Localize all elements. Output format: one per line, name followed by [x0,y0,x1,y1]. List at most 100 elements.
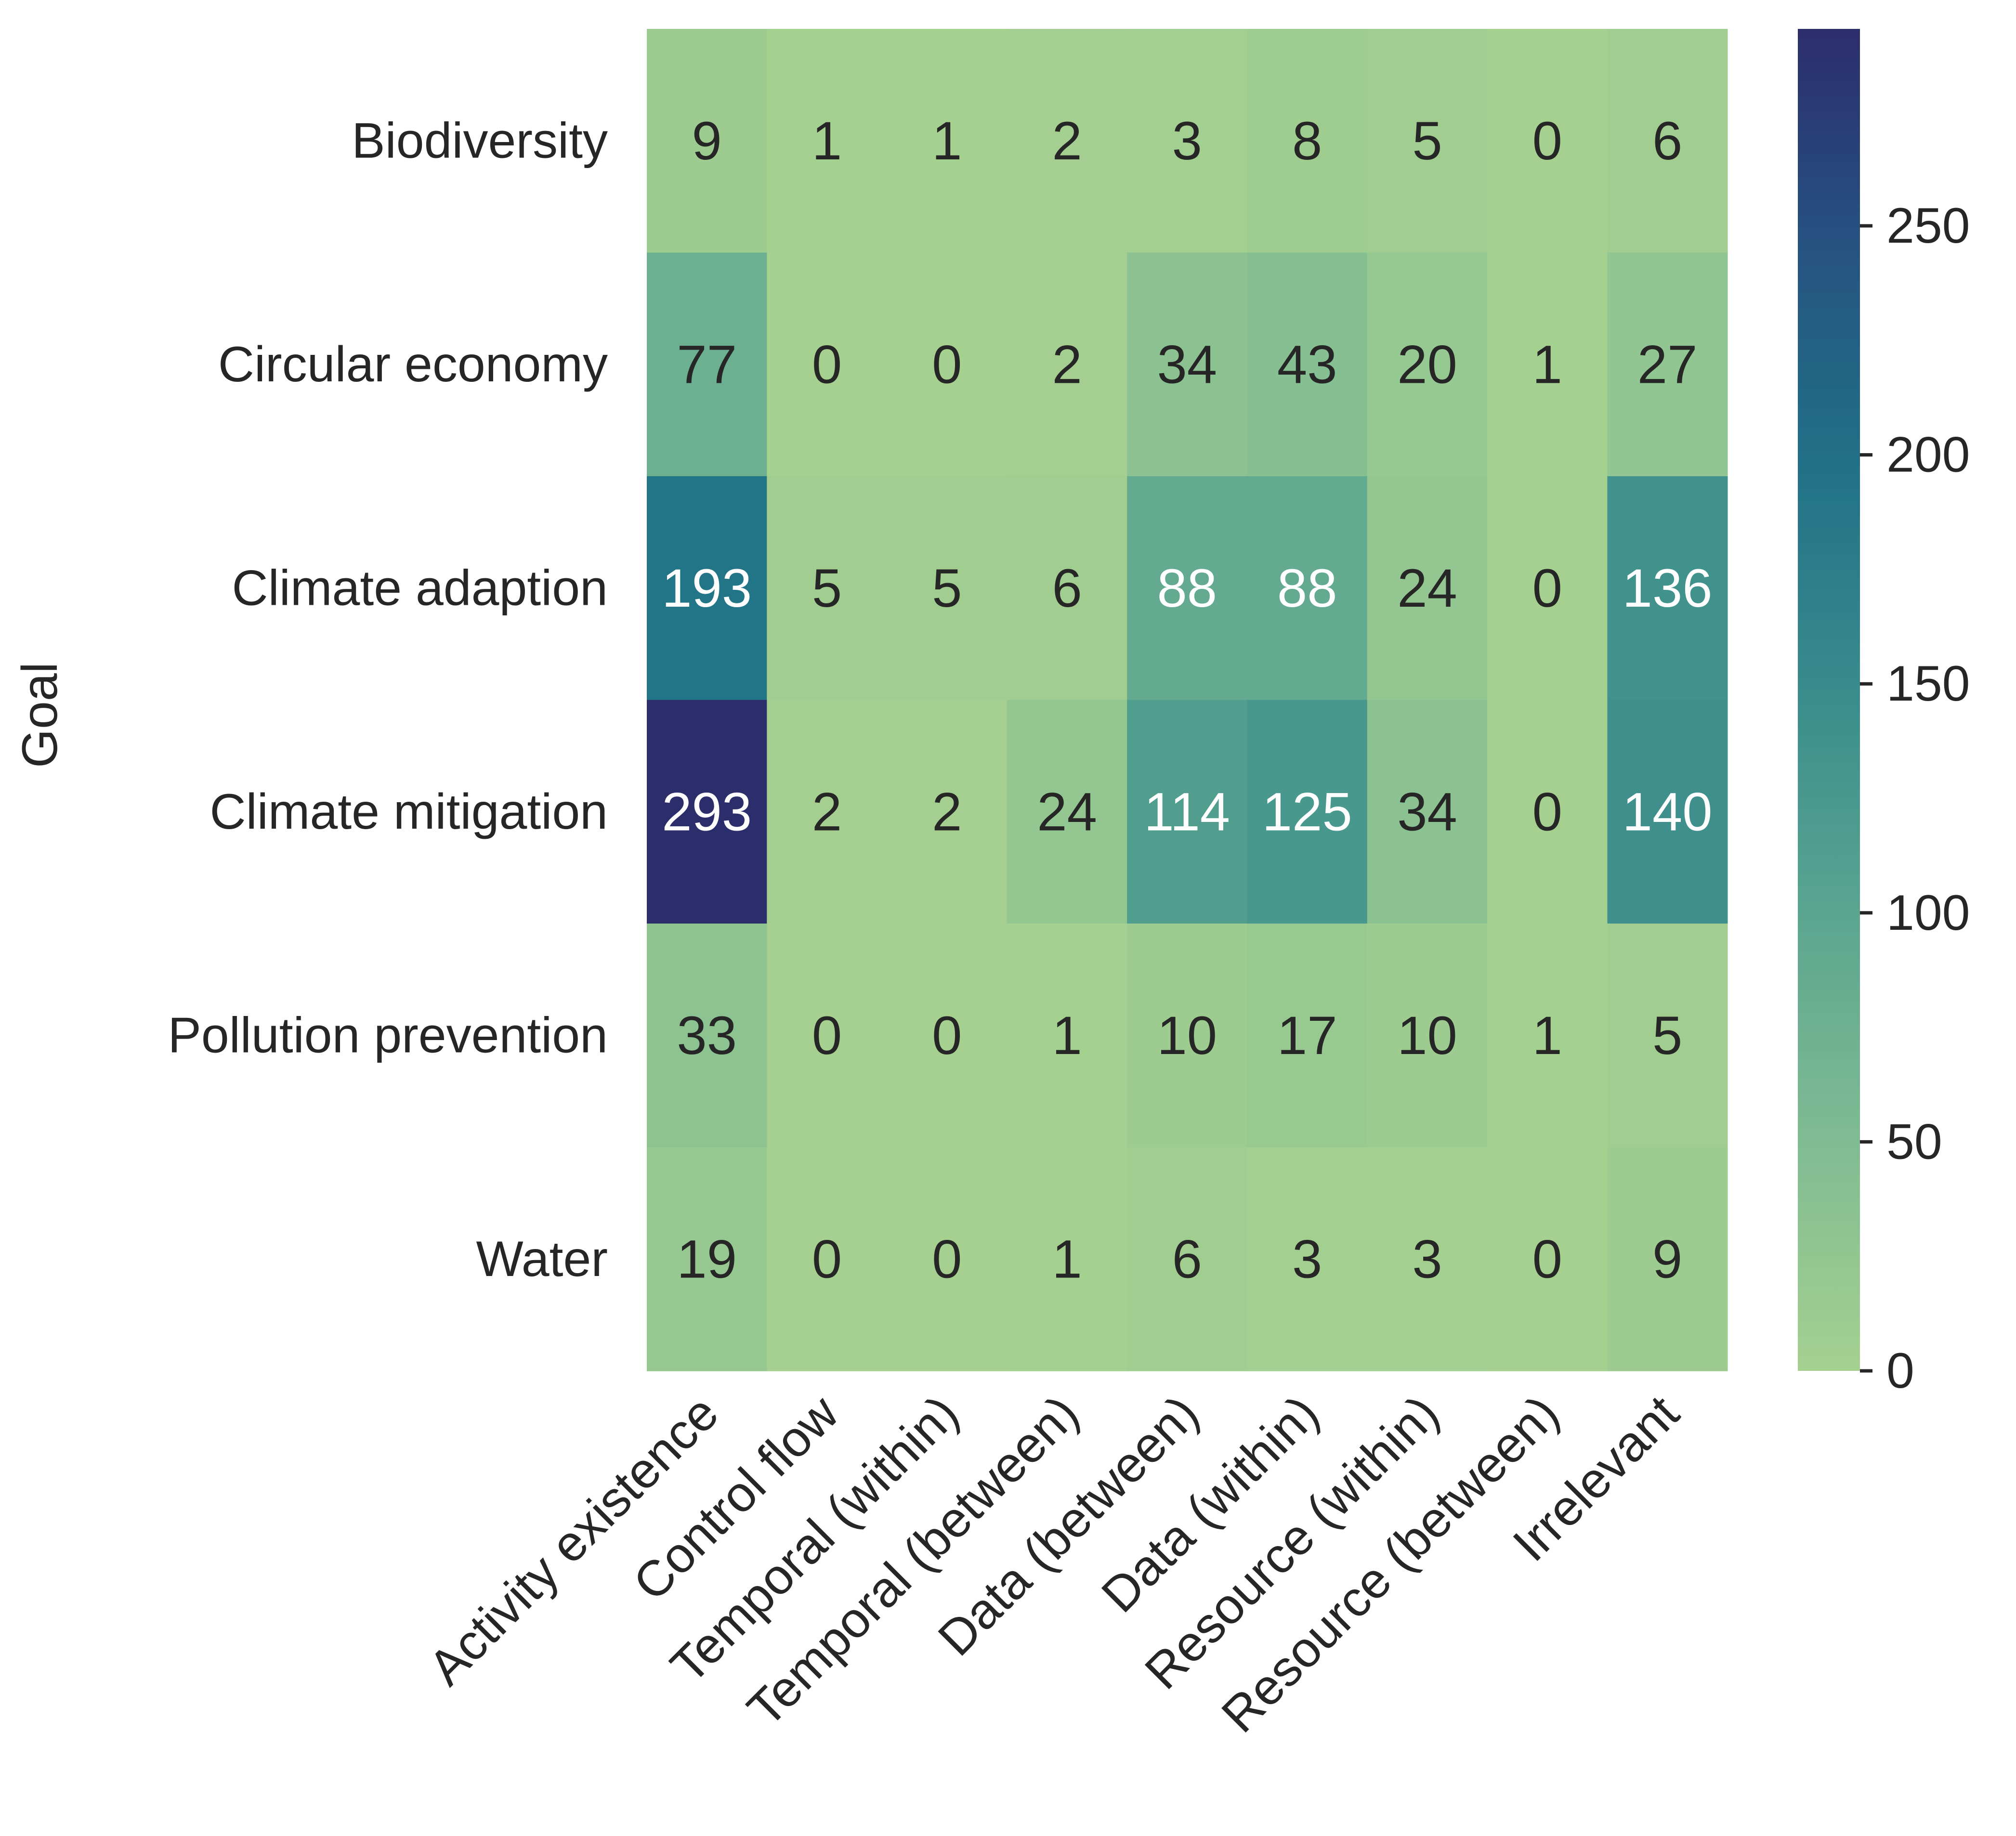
heatmap-cell [647,252,768,477]
colorbar-gradient [1798,29,1860,1371]
heatmap-cell [647,29,768,253]
cell-value-label: 5 [812,558,842,618]
cell-value-label: 10 [1157,1005,1217,1066]
cell-value-label: 17 [1277,1005,1337,1066]
heatmap-cell [767,252,888,477]
cell-value-label: 2 [812,781,842,842]
heatmap-cell [1487,700,1608,924]
heatmap-cell [1607,924,1728,1148]
cell-value-label: 9 [1652,1229,1682,1289]
cell-value-label: 3 [1172,111,1202,171]
cell-value-label: 88 [1277,558,1337,618]
heatmap-cell [887,476,1008,701]
heatmap-cell [1247,476,1368,701]
heatmap-cell [887,924,1008,1148]
cell-value-label: 0 [1532,781,1562,842]
heatmap-cell [1367,29,1488,253]
y-tick-label: Water [476,1231,608,1287]
colorbar-tick-label: 50 [1886,1114,1942,1170]
cell-value-label: 0 [932,1005,962,1066]
cell-value-label: 0 [932,1229,962,1289]
cell-value-label: 1 [1532,1005,1562,1066]
heatmap-cell [1007,924,1127,1148]
cell-value-label: 0 [1532,558,1562,618]
cell-value-label: 0 [812,334,842,394]
y-tick-label: Biodiversity [352,113,608,169]
heatmap-cell [1607,476,1728,701]
cell-value-label: 5 [1652,1005,1682,1066]
cell-value-label: 9 [692,111,722,171]
cell-value-label: 2 [1052,334,1082,394]
cell-value-label: 33 [677,1005,737,1066]
cell-value-label: 43 [1277,334,1337,394]
cell-value-label: 3 [1412,1229,1442,1289]
heatmap-cell [767,1147,888,1371]
heatmap-cell [1247,1147,1368,1371]
y-tick-label: Pollution prevention [168,1007,608,1063]
cell-value-label: 1 [1052,1005,1082,1066]
cell-value-label: 140 [1623,781,1713,842]
y-tick-label: Circular economy [218,337,608,392]
heatmap-cell [1247,252,1368,477]
cell-value-label: 6 [1052,558,1082,618]
cell-value-label: 34 [1397,781,1457,842]
heatmap-cell [1127,700,1248,924]
heatmap-cell [1607,29,1728,253]
cell-value-label: 19 [677,1229,737,1289]
cell-value-label: 0 [1532,1229,1562,1289]
heatmap-cell [767,29,888,253]
heatmap-cell [1007,29,1127,253]
colorbar-tick-label: 150 [1886,656,1970,712]
heatmap-cell [1007,252,1127,477]
heatmap-cell [1007,1147,1127,1371]
cell-value-label: 8 [1292,111,1322,171]
colorbar-tick-label: 200 [1886,427,1970,483]
cell-value-label: 114 [1144,781,1231,842]
heatmap-cell [887,252,1008,477]
cell-value-label: 136 [1623,558,1713,618]
heatmap-cell [1367,1147,1488,1371]
heatmap-cell [1367,252,1488,477]
cell-value-label: 193 [662,558,752,618]
cell-value-label: 125 [1262,781,1352,842]
heatmap-cell [1607,700,1728,924]
colorbar-tick-label: 0 [1886,1343,1914,1399]
heatmap-cell [1127,29,1248,253]
heatmap-cell [1487,252,1608,477]
heatmap-cell [1247,29,1368,253]
y-axis-label: Goal [12,662,68,768]
cell-value-label: 20 [1397,334,1457,394]
cell-value-label: 0 [1532,111,1562,171]
heatmap-cell [647,700,768,924]
cell-value-label: 27 [1637,334,1698,394]
cell-value-label: 1 [932,111,962,171]
heatmap-cell [887,1147,1008,1371]
cell-value-label: 1 [1052,1229,1082,1289]
heatmap-cells [647,29,1728,1371]
y-tick-label: Climate mitigation [209,784,608,840]
cell-value-label: 2 [1052,111,1082,171]
cell-value-label: 1 [1532,334,1562,394]
cell-value-label: 0 [812,1005,842,1066]
heatmap-cell [1127,924,1248,1148]
y-tick-label: Climate adaption [232,560,608,616]
heatmap-cell [1487,924,1608,1148]
heatmap-cell [1487,476,1608,701]
cell-value-label: 24 [1037,781,1097,842]
heatmap-cell [1367,924,1488,1148]
heatmap-cell [1127,476,1248,701]
cell-value-label: 293 [662,781,752,842]
cell-value-label: 10 [1397,1005,1457,1066]
heatmap-cell [647,1147,768,1371]
heatmap-cell [1007,700,1127,924]
colorbar-tick-label: 250 [1886,198,1970,254]
heatmap-cell [887,29,1008,253]
heatmap-cell [1247,924,1368,1148]
cell-value-label: 88 [1157,558,1217,618]
colorbar-tick-label: 100 [1886,885,1970,941]
heatmap-cell [1127,1147,1248,1371]
